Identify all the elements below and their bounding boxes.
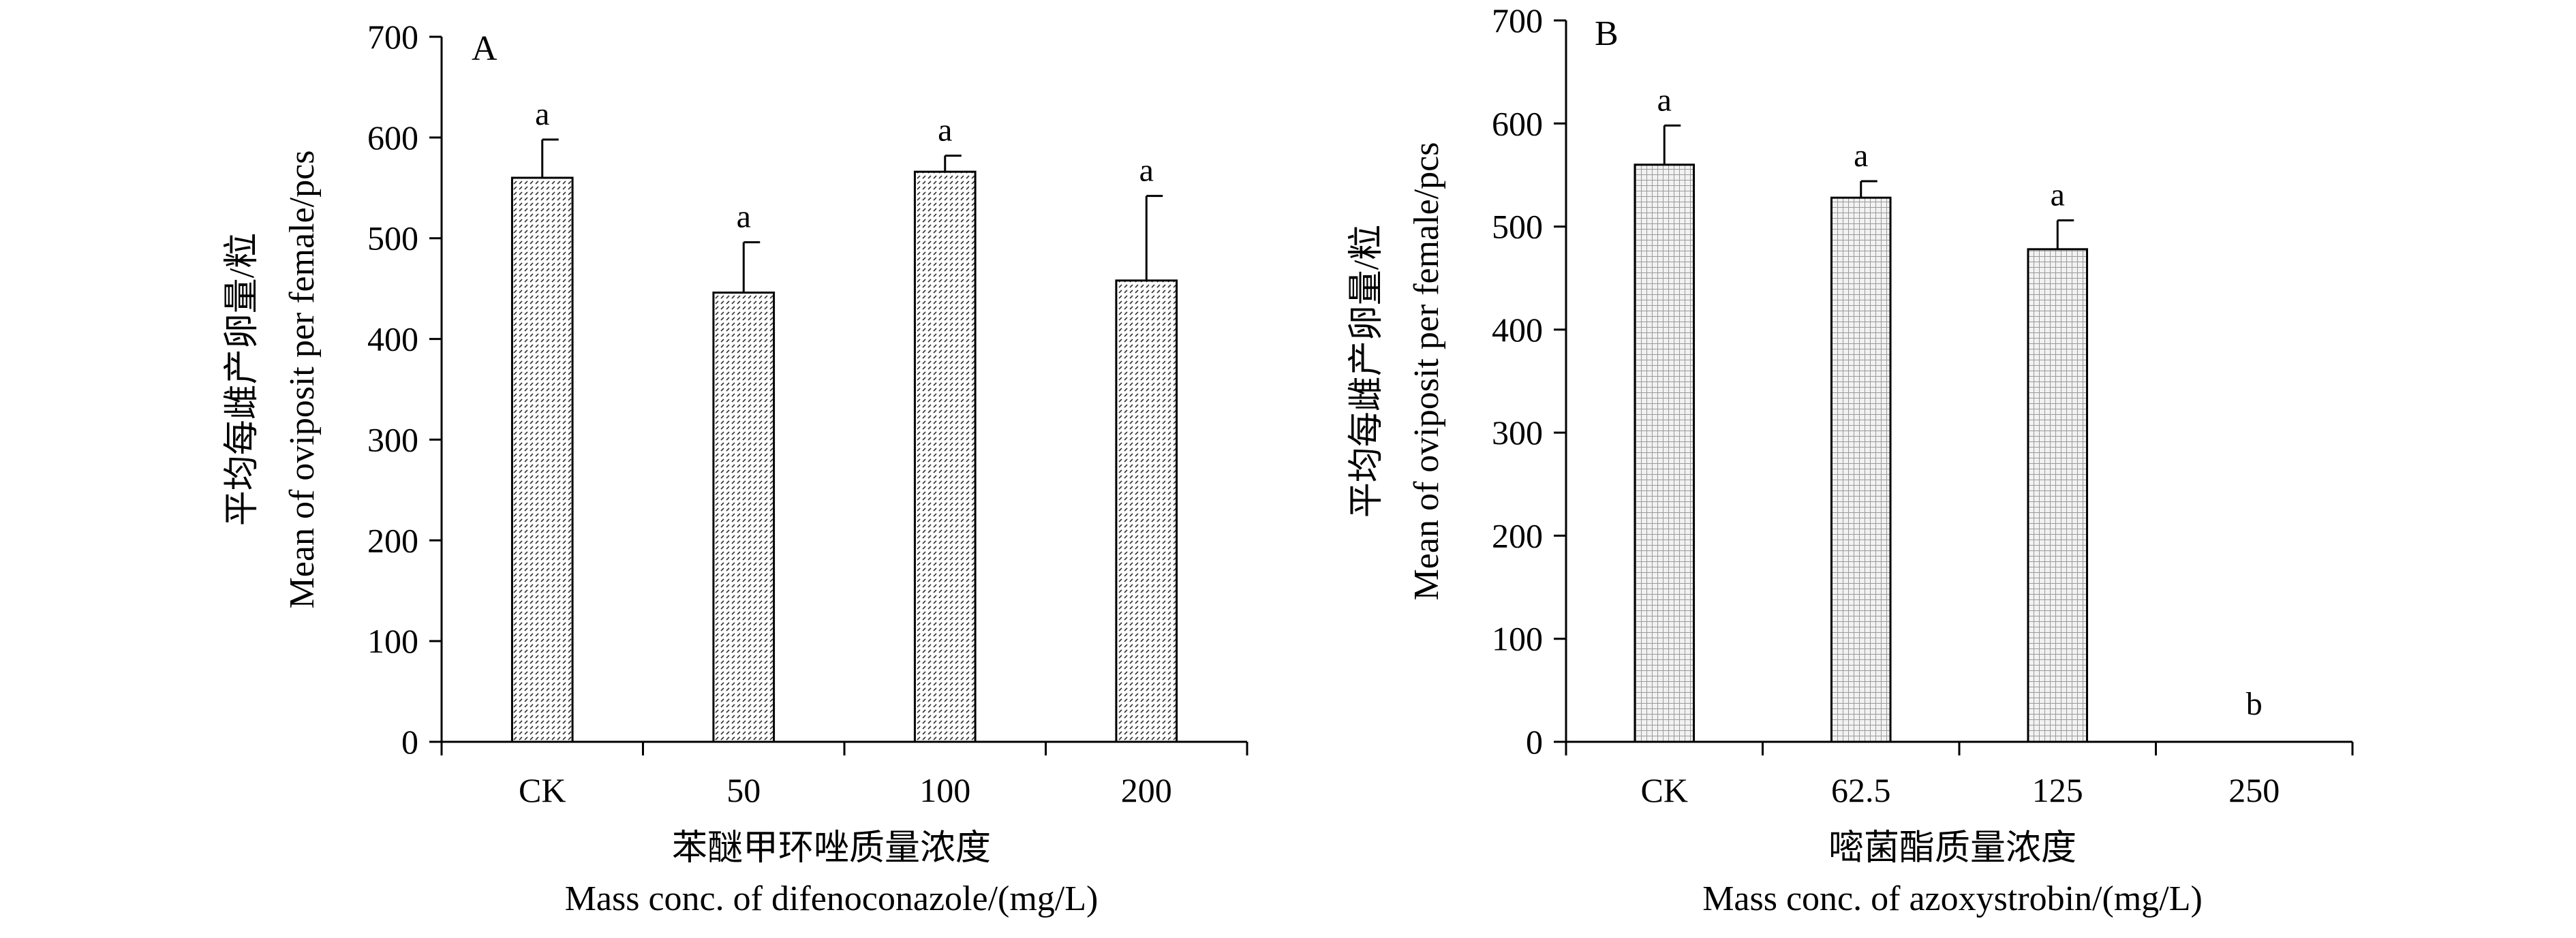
y-tick-label: 0 bbox=[1526, 723, 1543, 761]
bar bbox=[2027, 248, 2089, 743]
bar bbox=[1115, 279, 1178, 743]
y-tick-label: 600 bbox=[367, 119, 418, 157]
x-axis-label-cn: 嘧菌酯质量浓度 bbox=[1828, 829, 2076, 868]
x-tick-label: 62.5 bbox=[1831, 771, 1891, 809]
y-tick-label: 400 bbox=[367, 320, 418, 358]
significance-label: a bbox=[1657, 82, 1672, 118]
x-axis-label-cn: 苯醚甲环唑质量浓度 bbox=[672, 829, 991, 868]
x-tick-label: 250 bbox=[2228, 771, 2280, 809]
panel-letter: A bbox=[472, 29, 497, 68]
bar bbox=[712, 292, 776, 743]
y-axis-label-cn: 平均每雌产卵量/粒 bbox=[223, 233, 262, 526]
y-tick-label: 100 bbox=[367, 622, 418, 660]
y-axis-label-cn: 平均每雌产卵量/粒 bbox=[1347, 225, 1386, 518]
y-tick-label: 700 bbox=[367, 18, 418, 56]
bar bbox=[913, 170, 977, 743]
y-tick-label: 200 bbox=[367, 521, 418, 559]
significance-label: a bbox=[535, 96, 549, 132]
y-tick-label: 300 bbox=[1492, 413, 1543, 452]
y-tick-label: 600 bbox=[1492, 104, 1543, 142]
y-tick-label: 700 bbox=[1492, 1, 1543, 40]
y-axis-label-en: Mean of oviposit per female/pcs bbox=[1407, 142, 1446, 601]
significance-label: a bbox=[737, 199, 751, 235]
significance-label: a bbox=[938, 112, 952, 148]
x-axis-label-en: Mass conc. of difenoconazole/(mg/L) bbox=[565, 879, 1099, 918]
y-tick-label: 0 bbox=[401, 723, 418, 761]
bar bbox=[510, 176, 574, 743]
y-tick-label: 100 bbox=[1492, 620, 1543, 658]
significance-label: a bbox=[1139, 153, 1154, 189]
bar bbox=[1830, 196, 1892, 743]
bar bbox=[1634, 163, 1696, 743]
x-tick-label: CK bbox=[519, 771, 566, 809]
y-tick-label: 300 bbox=[367, 420, 418, 458]
significance-label: a bbox=[2051, 176, 2065, 213]
y-tick-label: 500 bbox=[367, 219, 418, 257]
x-tick-label: CK bbox=[1641, 771, 1688, 809]
x-tick-label: 50 bbox=[726, 771, 761, 809]
y-tick-label: 400 bbox=[1492, 311, 1543, 349]
significance-label: b bbox=[2246, 686, 2263, 722]
significance-label: a bbox=[1854, 138, 1868, 174]
x-axis-label-en: Mass conc. of azoxystrobin/(mg/L) bbox=[1702, 879, 2203, 918]
y-tick-label: 200 bbox=[1492, 516, 1543, 554]
panel-letter: B bbox=[1595, 14, 1619, 53]
y-tick-label: 500 bbox=[1492, 208, 1543, 246]
x-tick-label: 125 bbox=[2032, 771, 2083, 809]
x-tick-label: 200 bbox=[1121, 771, 1172, 809]
x-tick-label: 100 bbox=[919, 771, 970, 809]
panel-b: 0 100 200 300 400 500 600 700 a CK a 62.5 a 125 b 250 B 平… bbox=[1347, 1, 2354, 918]
panel-a: 0 100 200 300 400 500 600 700 a CK a 50 a 100 a 200 A 平均每… bbox=[223, 18, 1248, 918]
y-axis-label-en: Mean of oviposit per female/pcs bbox=[283, 151, 322, 609]
